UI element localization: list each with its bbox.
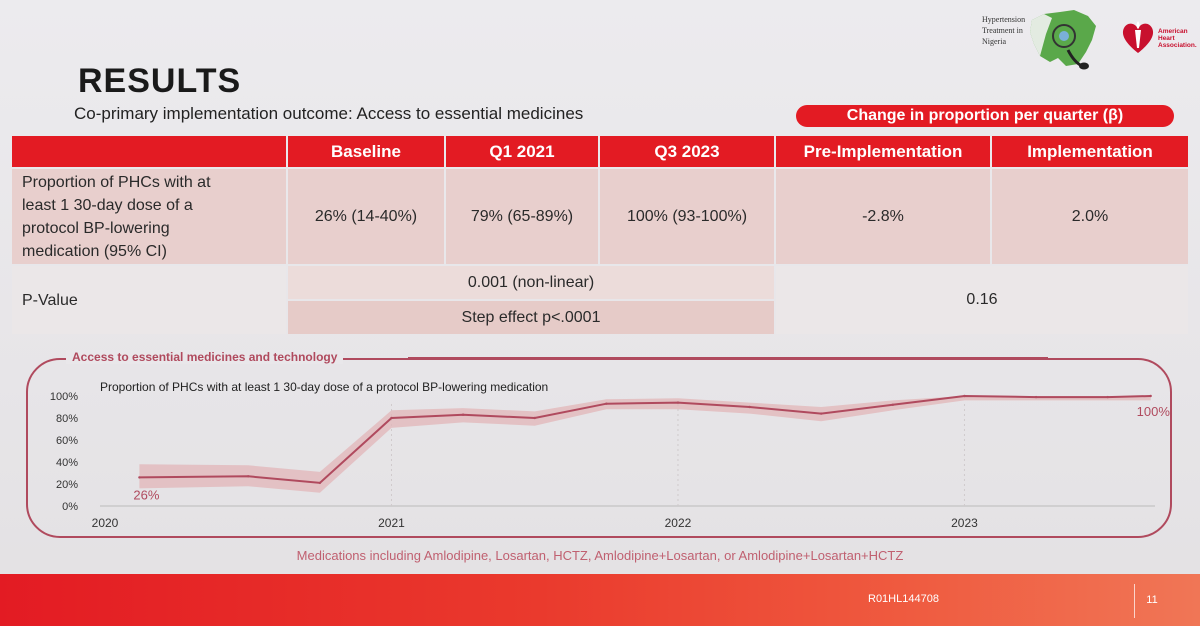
grant-number: R01HL144708 [868,593,939,605]
data-point [461,413,465,416]
aha-logo-line: American [1158,28,1188,35]
htn-logo-line: Nigeria [982,37,1006,46]
page-number: 11 [1146,594,1158,606]
header-baseline: Baseline [288,136,444,167]
slide-subtitle: Co-primary implementation outcome: Acces… [74,104,584,123]
beta-header-pill: Change in proportion per quarter (β) [796,105,1174,127]
chart-heading-rule [408,357,1048,359]
value-implementation: 2.0% [992,169,1188,264]
data-point [1149,394,1152,398]
y-tick-label: 40% [56,457,78,469]
data-point [963,394,966,398]
footer-band [0,574,1200,626]
chart-frame [26,358,1172,538]
data-point [891,403,895,406]
header-implementation: Implementation [992,136,1188,167]
row-label-line: Proportion of PHCs with at [22,173,211,191]
value-pre-implementation: -2.8% [776,169,990,264]
confidence-band [139,396,1151,493]
pvalue-nonlinear: 0.001 (non-linear) [288,266,774,299]
row-label-proportion: Proportion of PHCs with at least 1 30-da… [12,169,286,264]
row-label-line: protocol BP-lowering [22,219,170,237]
slide-title: RESULTS [78,62,242,100]
row-label-line: least 1 30-day dose of a [22,196,193,214]
annotation-start: 26% [133,487,159,502]
y-tick-label: 80% [56,413,78,425]
data-point [390,416,393,420]
data-point [138,476,141,479]
pvalue-label: P-Value [12,266,286,334]
x-tick-label: 2021 [378,516,405,530]
aha-logo-line: Association. [1158,42,1197,49]
x-tick-label: 2022 [665,516,692,530]
data-point [605,402,608,405]
y-tick-label: 0% [62,501,78,513]
x-tick-label: 2023 [951,516,978,530]
value-q3-2023: 100% (93-100%) [600,169,774,264]
footer-divider [1134,584,1135,618]
chart-heading: Access to essential medicines and techno… [66,350,344,364]
pvalue-beta: 0.16 [776,266,1188,334]
htn-nigeria-logo: Hypertension Treatment in Nigeria [982,6,1100,72]
nigeria-map-icon [1030,10,1096,70]
data-point [533,416,536,420]
header-blank-cell [12,136,286,167]
annotation-end: 100% [1137,404,1171,419]
data-point [1106,395,1109,399]
data-point [247,475,250,478]
data-point [820,412,823,415]
header-q3-2023: Q3 2023 [600,136,774,167]
chart-title: Proportion of PHCs with at least 1 30-da… [100,380,548,394]
x-tick-label: 2020 [92,516,119,530]
value-baseline: 26% (14-40%) [288,169,444,264]
y-tick-label: 100% [50,391,78,403]
data-point [676,401,680,404]
y-tick-label: 20% [56,479,78,491]
chart-caption: Medications including Amlodipine, Losart… [296,548,904,563]
htn-logo-line: Hypertension [982,15,1026,24]
htn-logo-line: Treatment in [982,26,1023,35]
data-point [318,481,322,485]
data-point [748,405,751,409]
y-tick-label: 60% [56,435,78,447]
heart-torch-icon [1122,21,1154,53]
value-q1-2021: 79% (65-89%) [446,169,598,264]
row-label-line: medication (95% CI) [22,242,167,260]
header-pre-implementation: Pre-Implementation [776,136,990,167]
pvalue-step-effect: Step effect p<.0001 [288,301,774,334]
data-point [1034,395,1038,399]
header-q1-2021: Q1 2021 [446,136,598,167]
aha-logo: American Heart Association. [1120,18,1197,58]
aha-logo-line: Heart [1158,35,1175,42]
